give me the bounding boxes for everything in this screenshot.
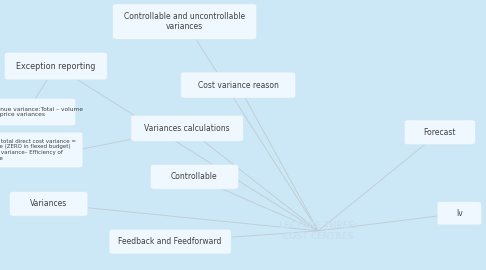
Text: revenue variance:Total – volume
and price variances: revenue variance:Total – volume and pric…	[0, 107, 83, 117]
Text: Feedback and Feedforward: Feedback and Feedforward	[119, 237, 222, 246]
Text: source: total direct cost variance =
variance (ZERO in flexed budget)
+ price va: source: total direct cost variance = var…	[0, 139, 76, 161]
FancyBboxPatch shape	[113, 4, 257, 39]
Text: Iv: Iv	[456, 209, 463, 218]
FancyBboxPatch shape	[5, 52, 107, 80]
Text: Cost variance reason: Cost variance reason	[198, 80, 278, 90]
FancyBboxPatch shape	[151, 165, 238, 189]
Text: Controllable: Controllable	[171, 172, 218, 181]
FancyBboxPatch shape	[181, 72, 295, 98]
FancyBboxPatch shape	[404, 120, 475, 145]
Text: Exception reporting: Exception reporting	[16, 62, 96, 71]
FancyBboxPatch shape	[0, 132, 83, 167]
Text: Variances calculations: Variances calculations	[144, 124, 230, 133]
FancyBboxPatch shape	[10, 192, 87, 216]
FancyBboxPatch shape	[437, 202, 481, 225]
FancyBboxPatch shape	[131, 115, 243, 141]
Text: Variances: Variances	[30, 199, 67, 208]
Text: LECTURE THREE:
COST CENTRES: LECTURE THREE: COST CENTRES	[279, 221, 358, 241]
FancyBboxPatch shape	[109, 230, 231, 254]
FancyBboxPatch shape	[0, 99, 76, 126]
Text: Controllable and uncontrollable
variances: Controllable and uncontrollable variance…	[124, 12, 245, 31]
Text: Forecast: Forecast	[424, 128, 456, 137]
